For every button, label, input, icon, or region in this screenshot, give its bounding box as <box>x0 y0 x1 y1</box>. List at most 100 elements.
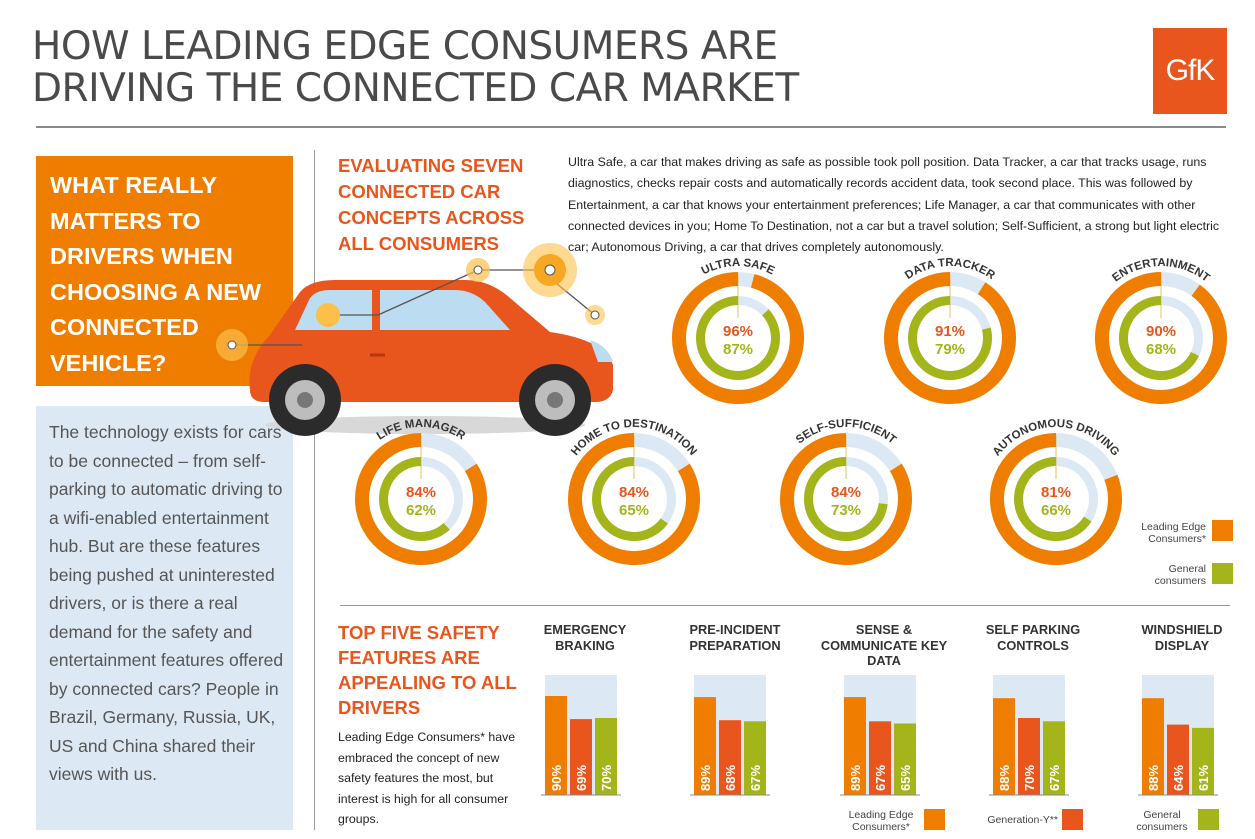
donut-general-arc <box>1119 296 1199 380</box>
donut-autonomous-driving: 81%66%AUTONOMOUS DRIVING <box>990 418 1122 565</box>
bar-generation-y <box>869 721 891 795</box>
donut-general-arc <box>804 457 888 541</box>
donut-center <box>601 466 667 532</box>
bar-generation-y <box>719 720 741 795</box>
donut-leading-edge-arc <box>355 433 487 565</box>
title-line-2: DRIVING THE CONNECTED CAR MARKET <box>32 66 799 111</box>
column-divider <box>314 150 315 830</box>
bar-generation-y <box>1167 724 1189 795</box>
bar-value-label: 67% <box>1047 765 1062 791</box>
bar-general-consumers <box>1043 721 1065 795</box>
bar-value-label: 89% <box>698 765 713 791</box>
donut-center <box>1023 466 1089 532</box>
bar-value-label: 68% <box>723 765 738 791</box>
donut-general-arc <box>379 457 450 541</box>
donut-general-arc <box>908 296 992 380</box>
bar-legend-generation-y-label: Generation-Y** <box>987 814 1058 826</box>
bar-value-label: 70% <box>1022 765 1037 791</box>
legend-leading-edge-label: Leading Edge Consumers* <box>1141 521 1206 545</box>
bar-legend-general-label: General consumers <box>1136 809 1188 833</box>
concepts-description: Ultra Safe, a car that makes driving as … <box>568 155 1220 255</box>
donut-leading-value: 84% <box>831 484 861 501</box>
bar-value-label: 90% <box>549 765 564 791</box>
donut-leading-edge-arc <box>672 272 804 404</box>
donut-general-value: 62% <box>406 502 436 519</box>
legend-general-swatch <box>1212 563 1233 584</box>
bar-value-label: 61% <box>1196 765 1211 791</box>
front-wheel-icon <box>519 364 591 436</box>
donut-leading-value: 96% <box>723 323 753 340</box>
intro-text: The technology exists for cars to be con… <box>49 422 284 784</box>
bar-legend-leading-edge-label: Leading Edge Consumers* <box>848 809 914 833</box>
donut-leading-edge-arc <box>1095 272 1227 404</box>
safety-heading: TOP FIVE SAFETY FEATURES ARE APPEALING T… <box>338 622 517 718</box>
bar-general-consumers <box>894 723 916 795</box>
donut-self-sufficient: 84%73%SELF-SUFFICIENT <box>780 418 912 565</box>
bar-group-emergency-braking: 90% 69% 70% <box>541 675 621 796</box>
section-divider <box>340 605 1230 606</box>
question-text: WHAT REALLY MATTERS TO DRIVERS WHEN CHOO… <box>50 172 262 376</box>
question-panel: WHAT REALLY MATTERS TO DRIVERS WHEN CHOO… <box>36 156 293 386</box>
bar-value-label: 64% <box>1171 765 1186 791</box>
gfk-logo: GfK <box>1153 28 1227 114</box>
donut-leading-value: 84% <box>619 484 649 501</box>
bar-group-self-parking-controls: 88% 70% 67% <box>989 675 1069 796</box>
donut-general-value: 65% <box>619 502 649 519</box>
header-divider <box>36 126 1226 128</box>
donut-ultra-safe: 96%87%ULTRA SAFE <box>672 257 804 404</box>
feature-label-self-parking: SELF PARKING CONTROLS <box>985 622 1081 653</box>
donut-general-value: 79% <box>935 341 965 358</box>
bar-leading-edge-consumers <box>844 697 866 795</box>
bar-group-sense-communicate-key-data: 89% 67% 65% <box>840 675 920 796</box>
donut-general-value: 87% <box>723 341 753 358</box>
donut-center <box>917 305 983 371</box>
feature-label-windshield: WINDSHIELD DISPLAY <box>1141 622 1223 653</box>
bar-value-label: 69% <box>574 765 589 791</box>
donut-general-arc <box>696 296 780 380</box>
bar-generation-y <box>570 719 592 795</box>
bar-legend-leading-edge-swatch <box>924 809 945 830</box>
donut-general-arc <box>1014 457 1092 541</box>
title-line-1: HOW LEADING EDGE CONSUMERS ARE <box>32 24 778 69</box>
bar-leading-edge-consumers <box>1142 698 1164 795</box>
car-headlight-icon <box>590 340 613 362</box>
donut-leading-value: 84% <box>406 484 436 501</box>
donut-general-value: 68% <box>1146 341 1176 358</box>
donut-center <box>1128 305 1194 371</box>
safety-description: Leading Edge Consumers* have embraced th… <box>338 730 516 826</box>
bar-general-consumers <box>595 718 617 795</box>
donut-leading-value: 91% <box>935 323 965 340</box>
bar-value-label: 88% <box>997 765 1012 791</box>
rear-wheel-icon <box>269 364 341 436</box>
donut-general-value: 66% <box>1041 502 1071 519</box>
bar-generation-y <box>1018 718 1040 795</box>
donut-entertainment: 90%68%ENTERTAINMENT <box>1095 257 1227 404</box>
legend-general-label: General consumers <box>1154 563 1206 587</box>
bar-leading-edge-consumers <box>694 697 716 795</box>
signal-nodes <box>216 243 605 361</box>
donut-center <box>705 305 771 371</box>
bar-value-label: 70% <box>599 765 614 791</box>
donut-general-arc <box>592 457 668 541</box>
bar-leading-edge-consumers <box>993 698 1015 795</box>
donut-center <box>813 466 879 532</box>
donut-general-value: 73% <box>831 502 861 519</box>
bar-general-consumers <box>1192 727 1214 795</box>
bar-value-label: 67% <box>748 765 763 791</box>
bar-value-label: 67% <box>873 765 888 791</box>
donut-leading-edge-arc <box>884 272 1016 404</box>
intro-panel: The technology exists for cars to be con… <box>36 406 293 830</box>
bar-value-label: 65% <box>898 765 913 791</box>
feature-label-emergency-braking: EMERGENCY BRAKING <box>543 622 627 653</box>
car-shadow <box>265 416 585 434</box>
donut-leading-value: 81% <box>1041 484 1071 501</box>
concepts-heading: EVALUATING SEVEN CONNECTED CAR CONCEPTS … <box>338 155 525 254</box>
bar-value-label: 89% <box>848 765 863 791</box>
donut-home-to-destination: 84%65%HOME TO DESTINATION <box>568 418 700 565</box>
feature-label-sense-communicate: SENSE & COMMUNICATE KEY DATA <box>820 622 948 668</box>
bar-legend-generation-y-swatch <box>1062 809 1083 830</box>
page-title: HOW LEADING EDGE CONSUMERS ARE DRIVING T… <box>32 26 799 110</box>
legend-leading-edge-swatch <box>1212 520 1233 541</box>
